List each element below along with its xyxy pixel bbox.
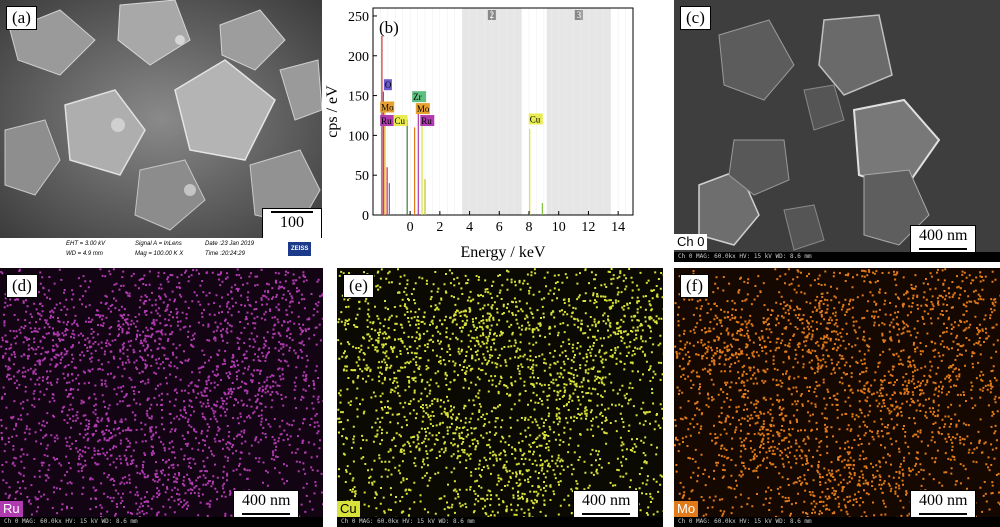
plot-frame <box>372 7 634 216</box>
x-tick-label: 0 <box>407 220 414 235</box>
peak-label: O <box>385 80 392 90</box>
panel-d: (d) Ru 400 nm Ch 0 MAG: 60.0kx HV: 15 kV… <box>0 268 323 527</box>
info-date: Date :23 Jan 2019 <box>205 241 255 247</box>
scale-text-f: 400 nm <box>919 492 968 509</box>
map-speckle <box>0 268 323 517</box>
x-axis-label: Energy / keV <box>460 244 545 261</box>
x-tick-label: 8 <box>526 220 533 235</box>
shaded-region <box>546 8 611 215</box>
y-axis-label: cps / eV <box>324 85 341 138</box>
peak-label-bg <box>380 101 395 113</box>
panel-label-a: (a) <box>6 6 37 30</box>
y-tick-label: 200 <box>348 50 369 65</box>
channel-label-d: Ru <box>0 501 23 517</box>
scale-text-d: 400 nm <box>242 492 291 509</box>
peak-label: Mo <box>381 103 394 113</box>
x-tick-label: 2 <box>436 220 443 235</box>
footer-strip-c: Ch 0 MAG: 60.0kx HV: 15 kV WD: 8.6 mm <box>674 252 1000 262</box>
x-tick-label: 10 <box>552 220 566 235</box>
y-tick-label: 100 <box>348 129 369 144</box>
scale-line <box>271 211 313 213</box>
footer-strip-d: Ch 0 MAG: 60.0kx HV: 15 kV WD: 8.6 mm <box>0 517 323 527</box>
y-tick-label: 0 <box>362 209 369 224</box>
panel-label-c: (c) <box>680 6 711 30</box>
channel-label-e: Cu <box>337 501 360 517</box>
y-tick-label: 150 <box>348 90 369 105</box>
peak-label: Zr <box>413 92 422 102</box>
panel-label-e: (e) <box>343 274 374 298</box>
y-tick-label: 250 <box>348 10 369 25</box>
channel-label-f: Mo <box>674 501 699 517</box>
info-time: Time :20:24:29 <box>205 251 245 257</box>
scale-line <box>919 248 968 250</box>
peak-label: Ru <box>381 116 392 126</box>
y-tick-label: 50 <box>355 169 369 184</box>
info-mag: Mag = 100.00 K X <box>135 251 184 257</box>
peak-label-bg <box>380 115 395 127</box>
peak-label-bg <box>412 91 427 103</box>
peak-label-bg <box>420 115 435 127</box>
info-signal: Signal A = InLens <box>135 241 182 247</box>
peak-label-bg <box>415 103 430 115</box>
peak-label-bg <box>393 115 408 127</box>
scale-line <box>919 513 968 515</box>
region-label: 3 <box>577 10 582 20</box>
sem-image-c <box>674 0 1000 252</box>
zeiss-logo: ZEISS <box>288 242 312 256</box>
panel-e: (e) Cu 400 nm Ch 0 MAG: 60.0kx HV: 15 kV… <box>337 268 663 527</box>
peak-label-bg <box>383 79 392 91</box>
info-wd: WD = 4.9 mm <box>66 251 103 257</box>
footer-strip-e: Ch 0 MAG: 60.0kx HV: 15 kV WD: 8.6 mm <box>337 517 663 527</box>
peak-label-bg <box>528 113 543 125</box>
peak-label: Ru <box>421 116 432 126</box>
x-tick-label: 6 <box>496 220 503 235</box>
scale-line <box>582 513 631 515</box>
map-speckle <box>337 268 663 517</box>
peak-label: Cu <box>395 116 406 126</box>
channel-label-c: Ch 0 <box>674 234 708 250</box>
scale-bar-d: 400 nm <box>233 490 300 518</box>
peak-label: Mo <box>417 104 430 114</box>
panel-b: 2 3 O Mo Ru Cu Zr Mo Ru Cu 0 2 4 6 8 10 12 14 0 50 100 150 200… <box>323 0 670 265</box>
panel-a: (a) 100 nm EHT = 3.00 kV WD = 4.9 mm Sig… <box>0 0 322 262</box>
info-eht: EHT = 3.00 kV <box>66 241 106 247</box>
footer-strip-f: Ch 0 MAG: 60.0kx HV: 15 kV WD: 8.6 mm <box>674 517 1000 527</box>
region-label-bg <box>574 10 583 20</box>
map-speckle <box>674 268 1000 517</box>
panel-f: (f) Mo 400 nm Ch 0 MAG: 60.0kx HV: 15 kV… <box>674 268 1000 527</box>
panel-label-f: (f) <box>680 274 709 298</box>
scale-text-e: 400 nm <box>582 492 631 509</box>
scale-text-c: 400 nm <box>919 227 968 244</box>
scale-line <box>242 513 291 515</box>
x-tick-label: 4 <box>466 220 473 235</box>
x-tick-label: 12 <box>581 220 595 235</box>
panel-c: (c) Ch 0 400 nm Ch 0 MAG: 60.0kx HV: 15 … <box>674 0 1000 262</box>
panel-label-d: (d) <box>6 274 38 298</box>
sem-info-bar: EHT = 3.00 kV WD = 4.9 mm Signal A = InL… <box>0 238 322 262</box>
scale-bar-e: 400 nm <box>573 490 640 518</box>
peak-label: Cu <box>530 114 541 124</box>
ru-element-map <box>0 268 323 517</box>
scale-bar-f: 400 nm <box>910 490 977 518</box>
sem-image-a <box>0 0 322 238</box>
panel-label-b: (b) <box>379 18 399 37</box>
scale-bar-c: 400 nm <box>910 225 977 253</box>
x-tick-label: 14 <box>611 220 625 235</box>
cu-element-map <box>337 268 663 517</box>
mo-element-map <box>674 268 1000 517</box>
